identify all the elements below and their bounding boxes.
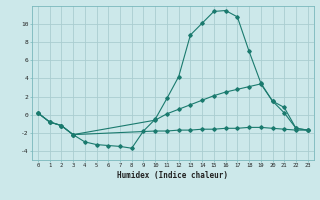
X-axis label: Humidex (Indice chaleur): Humidex (Indice chaleur) (117, 171, 228, 180)
